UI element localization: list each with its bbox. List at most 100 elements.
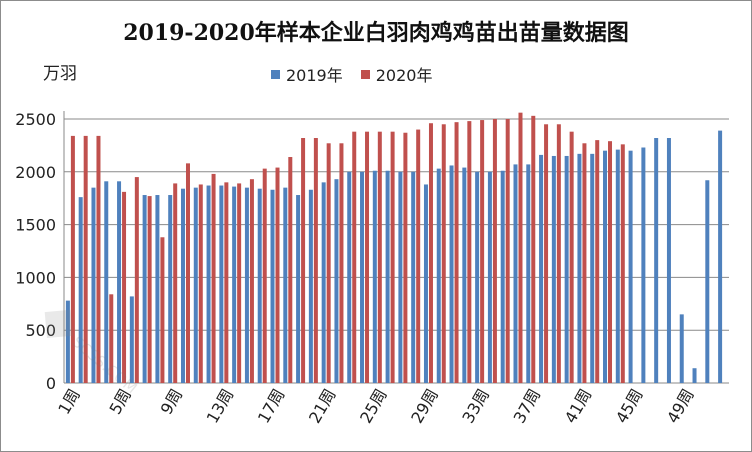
- bar-2020年-27周: [403, 132, 408, 383]
- y-tick-label: 2500: [15, 110, 56, 129]
- bar-2020年-22周: [339, 143, 344, 383]
- bar-2020年-41周: [582, 143, 587, 383]
- bar-2019年-23周: [347, 171, 352, 383]
- bar-2020年-16周: [262, 168, 267, 383]
- bar-2019年-4周: [104, 181, 109, 383]
- bar-2019年-11周: [193, 187, 198, 383]
- bar-2019年-51周: [705, 180, 710, 383]
- bar-2020年-19周: [301, 138, 306, 383]
- bar-2020年-39周: [556, 124, 561, 383]
- bar-2019年-5周: [117, 181, 122, 383]
- bar-2020年-30周: [441, 124, 446, 383]
- watermark-logo: SCSS.COM: [44, 309, 141, 398]
- x-tick-label: 45周: [612, 386, 647, 427]
- legend-label-2020: 2020年: [375, 66, 433, 85]
- bar-2020年-35周: [505, 119, 510, 383]
- bar-2019年-44周: [615, 149, 620, 383]
- legend: 2019年 2020年: [271, 62, 432, 86]
- bar-2019年-3周: [91, 187, 96, 383]
- bar-2019年-47周: [654, 138, 659, 383]
- bar-2019年-40周: [564, 155, 569, 383]
- bar-2019年-43周: [603, 150, 608, 383]
- bar-2019年-22周: [334, 179, 339, 383]
- bar-2019年-13周: [219, 185, 224, 383]
- bar-2019年-38周: [539, 154, 544, 383]
- bar-2020年-5周: [122, 191, 127, 383]
- bar-2019年-30周: [436, 168, 441, 383]
- bar-2019年-39周: [551, 155, 556, 383]
- bar-2019年-45周: [628, 150, 633, 383]
- bar-2019年-41周: [577, 153, 582, 383]
- bar-2020年-23周: [352, 131, 357, 383]
- bar-2020年-3周: [96, 135, 101, 383]
- x-tick-label: 33周: [458, 386, 493, 427]
- bar-2019年-34周: [487, 171, 492, 383]
- bar-2020年-11周: [198, 184, 203, 383]
- bar-2020年-2周: [83, 135, 88, 383]
- x-tick-label: 13周: [203, 386, 238, 427]
- bar-2020年-37周: [531, 115, 536, 383]
- bar-2020年-24周: [365, 131, 370, 383]
- y-tick-label: 1500: [15, 216, 56, 235]
- bar-2019年-18周: [283, 187, 288, 383]
- y-tick-label: 2000: [15, 163, 56, 182]
- bar-2020年-18周: [288, 157, 293, 383]
- bar-2019年-49周: [679, 314, 684, 383]
- bar-2020年-13周: [224, 182, 229, 383]
- bar-2020年-43周: [608, 141, 613, 383]
- legend-swatch-2019: [271, 69, 280, 79]
- bar-2019年-33周: [475, 171, 480, 383]
- bar-2019年-19周: [296, 195, 301, 383]
- bar-2020年-32周: [467, 121, 472, 383]
- bar-2019年-8周: [155, 195, 160, 383]
- bar-2019年-35周: [500, 170, 505, 383]
- bar-2019年-24周: [360, 171, 365, 383]
- bar-2020年-20周: [313, 138, 318, 383]
- bar-2020年-31周: [454, 122, 459, 383]
- y-tick-label: 500: [25, 321, 56, 340]
- bar-2019年-46周: [641, 147, 646, 383]
- legend-swatch-2020: [360, 69, 370, 79]
- bar-2020年-33周: [480, 120, 485, 383]
- bar-2019年-15周: [244, 187, 249, 383]
- x-tick-label: 17周: [254, 386, 289, 427]
- bar-2019年-25周: [372, 170, 377, 383]
- y-axis-unit-label: 万羽: [43, 64, 77, 84]
- bar-2019年-26周: [385, 170, 390, 383]
- bar-2019年-42周: [590, 153, 595, 383]
- bar-2019年-28周: [411, 171, 416, 383]
- y-tick-label: 0: [46, 374, 56, 393]
- x-tick-label: 41周: [561, 386, 596, 427]
- bar-2019年-9周: [168, 195, 173, 383]
- x-tick-label: 49周: [663, 386, 698, 427]
- bar-2019年-50周: [692, 368, 697, 383]
- watermark-text: SCSS.COM: [69, 333, 141, 398]
- bar-2019年-29周: [423, 184, 428, 383]
- bar-2019年-31周: [449, 165, 454, 383]
- bar-2020年-8周: [160, 237, 165, 383]
- bar-2019年-10周: [180, 188, 185, 383]
- bar-2019年-48周: [666, 138, 671, 383]
- bar-2019年-52周: [718, 130, 723, 383]
- bar-2020年-6周: [134, 177, 139, 383]
- bar-2020年-1周: [70, 135, 75, 383]
- watermark-diamond-icon: [44, 309, 73, 338]
- bar-2019年-7周: [142, 195, 147, 383]
- bar-2020年-28周: [416, 129, 421, 383]
- bar-2019年-21周: [321, 182, 326, 383]
- bar-2020年-34周: [492, 119, 497, 383]
- legend-label-2019: 2019年: [286, 66, 343, 85]
- bar-2019年-16周: [257, 188, 262, 383]
- bar-2020年-12周: [211, 173, 216, 383]
- chart-title: 2019-2020年样本企业白羽肉鸡鸡苗出苗量数据图: [123, 20, 629, 46]
- bar-2019年-20周: [308, 189, 313, 383]
- bar-2020年-10周: [185, 163, 190, 383]
- bar-2019年-1周: [65, 300, 70, 383]
- bar-2019年-14周: [232, 186, 237, 383]
- legend-item-2020: 2020年: [360, 62, 433, 86]
- bar-2020年-4周: [109, 294, 114, 383]
- y-tick-label: 1000: [15, 268, 56, 287]
- x-tick-label: 29周: [407, 386, 442, 427]
- bar-2019年-12周: [206, 185, 211, 383]
